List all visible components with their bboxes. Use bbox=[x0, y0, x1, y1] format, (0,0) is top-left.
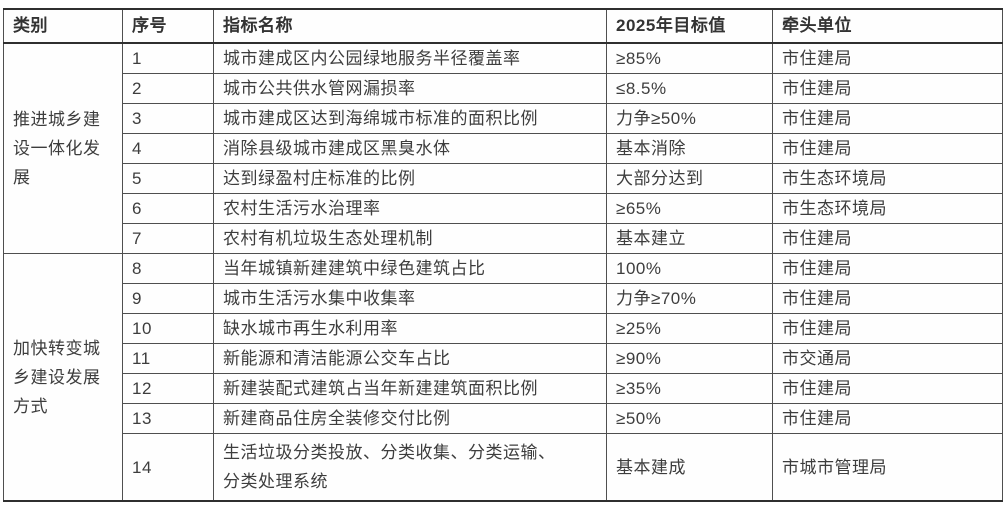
table-row: 14 生活垃圾分类投放、分类收集、分类运输、 分类处理系统 基本建成 市城市管理… bbox=[4, 433, 1003, 502]
row-no: 9 bbox=[122, 283, 214, 314]
header-row: 类别 序号 指标名称 2025年目标值 牵头单位 bbox=[3, 8, 1003, 44]
row-target: ≥50% bbox=[606, 403, 773, 434]
header-target: 2025年目标值 bbox=[606, 8, 773, 44]
row-unit: 市生态环境局 bbox=[772, 193, 1003, 224]
category-cell: 推进城乡建设一体化发展 bbox=[3, 42, 123, 254]
row-unit: 市住建局 bbox=[772, 42, 1003, 74]
row-target: ≥35% bbox=[606, 373, 773, 404]
row-unit: 市生态环境局 bbox=[772, 163, 1003, 194]
table-row: 4 消除县级城市建成区黑臭水体 基本消除 市住建局 bbox=[4, 133, 1003, 164]
row-target: 基本消除 bbox=[606, 133, 773, 164]
row-unit: 市住建局 bbox=[772, 253, 1003, 284]
row-no: 12 bbox=[122, 373, 214, 404]
row-indicator: 城市生活污水集中收集率 bbox=[213, 283, 607, 314]
row-target: 基本建成 bbox=[606, 433, 773, 502]
row-unit: 市城市管理局 bbox=[772, 433, 1003, 502]
row-indicator: 城市建成区达到海绵城市标准的面积比例 bbox=[213, 103, 607, 134]
header-indicator: 指标名称 bbox=[213, 8, 607, 44]
table-row: 9 城市生活污水集中收集率 力争≥70% 市住建局 bbox=[4, 283, 1003, 314]
row-no: 8 bbox=[122, 253, 214, 284]
table-row: 12 新建装配式建筑占当年新建建筑面积比例 ≥35% 市住建局 bbox=[4, 373, 1003, 404]
table-row: 5 达到绿盈村庄标准的比例 大部分达到 市生态环境局 bbox=[4, 163, 1003, 194]
row-unit: 市住建局 bbox=[772, 73, 1003, 104]
row-indicator: 城市公共供水管网漏损率 bbox=[213, 73, 607, 104]
row-unit: 市住建局 bbox=[772, 223, 1003, 254]
row-indicator: 达到绿盈村庄标准的比例 bbox=[213, 163, 607, 194]
row-target: ≥65% bbox=[606, 193, 773, 224]
row-indicator: 新能源和清洁能源公交车占比 bbox=[213, 343, 607, 374]
table-row: 2 城市公共供水管网漏损率 ≤8.5% 市住建局 bbox=[4, 73, 1003, 104]
row-indicator: 消除县级城市建成区黑臭水体 bbox=[213, 133, 607, 164]
row-target: 大部分达到 bbox=[606, 163, 773, 194]
row-target: 力争≥50% bbox=[606, 103, 773, 134]
row-no: 4 bbox=[122, 133, 214, 164]
row-unit: 市住建局 bbox=[772, 103, 1003, 134]
row-unit: 市住建局 bbox=[772, 133, 1003, 164]
row-no: 10 bbox=[122, 313, 214, 344]
table-row: 10 缺水城市再生水利用率 ≥25% 市住建局 bbox=[4, 313, 1003, 344]
header-category: 类别 bbox=[3, 8, 123, 44]
row-unit: 市住建局 bbox=[772, 313, 1003, 344]
row-target: ≤8.5% bbox=[606, 73, 773, 104]
table-row: 11 新能源和清洁能源公交车占比 ≥90% 市交通局 bbox=[4, 343, 1003, 374]
row-no: 5 bbox=[122, 163, 214, 194]
row-no: 14 bbox=[122, 433, 214, 502]
table-row: 7 农村有机垃圾生态处理机制 基本建立 市住建局 bbox=[4, 223, 1003, 254]
row-unit: 市住建局 bbox=[772, 283, 1003, 314]
indicators-table: 类别 序号 指标名称 2025年目标值 牵头单位 推进城乡建设一体化发展 1 城… bbox=[3, 8, 1003, 502]
row-no: 7 bbox=[122, 223, 214, 254]
row-unit: 市住建局 bbox=[772, 373, 1003, 404]
row-target: 基本建立 bbox=[606, 223, 773, 254]
row-no: 11 bbox=[122, 343, 214, 374]
table-row: 6 农村生活污水治理率 ≥65% 市生态环境局 bbox=[4, 193, 1003, 224]
row-target: ≥90% bbox=[606, 343, 773, 374]
table-row: 推进城乡建设一体化发展 1 城市建成区内公园绿地服务半径覆盖率 ≥85% 市住建… bbox=[3, 42, 1003, 254]
row-no: 2 bbox=[122, 73, 214, 104]
row-unit: 市住建局 bbox=[772, 403, 1003, 434]
row-indicator: 生活垃圾分类投放、分类收集、分类运输、 分类处理系统 bbox=[213, 433, 607, 502]
table-row: 13 新建商品住房全装修交付比例 ≥50% 市住建局 bbox=[4, 403, 1003, 434]
table-row: 加快转变城乡建设发展方式 8 当年城镇新建建筑中绿色建筑占比 100% 市住建局 bbox=[3, 253, 1003, 502]
row-target: ≥25% bbox=[606, 313, 773, 344]
row-indicator: 农村生活污水治理率 bbox=[213, 193, 607, 224]
row-indicator: 缺水城市再生水利用率 bbox=[213, 313, 607, 344]
header-unit: 牵头单位 bbox=[772, 8, 1003, 44]
row-indicator: 新建装配式建筑占当年新建建筑面积比例 bbox=[213, 373, 607, 404]
row-no: 13 bbox=[122, 403, 214, 434]
document-page: 类别 序号 指标名称 2025年目标值 牵头单位 推进城乡建设一体化发展 1 城… bbox=[3, 8, 1003, 502]
row-indicator: 当年城镇新建建筑中绿色建筑占比 bbox=[213, 253, 607, 284]
row-indicator: 新建商品住房全装修交付比例 bbox=[213, 403, 607, 434]
table-row: 3 城市建成区达到海绵城市标准的面积比例 力争≥50% 市住建局 bbox=[4, 103, 1003, 134]
row-target: 力争≥70% bbox=[606, 283, 773, 314]
row-unit: 市交通局 bbox=[772, 343, 1003, 374]
row-no: 6 bbox=[122, 193, 214, 224]
row-target: ≥85% bbox=[606, 42, 773, 74]
row-indicator: 城市建成区内公园绿地服务半径覆盖率 bbox=[213, 42, 607, 74]
row-no: 1 bbox=[122, 42, 214, 74]
row-target: 100% bbox=[606, 253, 773, 284]
row-no: 3 bbox=[122, 103, 214, 134]
row-indicator: 农村有机垃圾生态处理机制 bbox=[213, 223, 607, 254]
header-no: 序号 bbox=[122, 8, 214, 44]
category-cell: 加快转变城乡建设发展方式 bbox=[3, 253, 123, 502]
